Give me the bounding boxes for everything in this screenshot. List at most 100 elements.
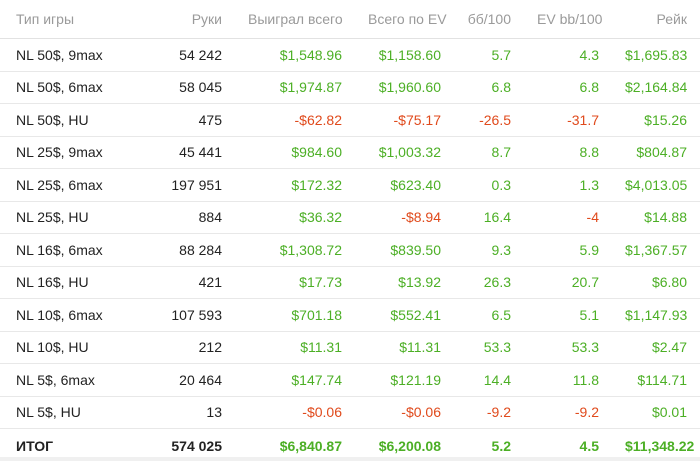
ev-bb100-cell: 11.8 xyxy=(524,364,612,397)
ev-bb100-cell: 4.3 xyxy=(524,39,612,72)
ev-total-cell: -$75.17 xyxy=(355,104,454,137)
bb100-cell: 0.3 xyxy=(454,169,524,202)
ev-total-cell: $1,158.60 xyxy=(355,39,454,72)
hands-cell: 197 951 xyxy=(135,169,235,202)
column-header-game-type[interactable]: Тип игры xyxy=(0,0,135,39)
won-total-cell: $1,974.87 xyxy=(235,71,355,104)
won-total-cell: $147.74 xyxy=(235,364,355,397)
ev-total-cell: $121.19 xyxy=(355,364,454,397)
hands-cell: 58 045 xyxy=(135,71,235,104)
ev-total-cell: -$0.06 xyxy=(355,396,454,429)
won-total-cell: $701.18 xyxy=(235,299,355,332)
ev-bb100-cell: 8.8 xyxy=(524,136,612,169)
game-type-cell: NL 50$, 6max xyxy=(0,71,135,104)
ev-total-cell: $623.40 xyxy=(355,169,454,202)
bb100-cell: 8.7 xyxy=(454,136,524,169)
column-header-ev-bb100[interactable]: EV bb/100 xyxy=(524,0,612,39)
bb100-cell: 26.3 xyxy=(454,266,524,299)
won-total-cell: $172.32 xyxy=(235,169,355,202)
ev-bb100-cell: -9.2 xyxy=(524,396,612,429)
bb100-cell: 16.4 xyxy=(454,201,524,234)
bb100-cell: -26.5 xyxy=(454,104,524,137)
bb100-cell: 53.3 xyxy=(454,331,524,364)
rake-cell: $6.80 xyxy=(612,266,700,299)
rake-cell: $2,164.84 xyxy=(612,71,700,104)
hands-cell: 884 xyxy=(135,201,235,234)
game-type-cell: NL 10$, HU xyxy=(0,331,135,364)
column-header-rake[interactable]: Рейк xyxy=(612,0,700,39)
bottom-divider xyxy=(0,457,700,461)
ev-total-cell: $13.92 xyxy=(355,266,454,299)
game-type-cell: NL 50$, HU xyxy=(0,104,135,137)
hands-cell: 107 593 xyxy=(135,299,235,332)
hands-cell: 475 xyxy=(135,104,235,137)
ev-total-cell: $552.41 xyxy=(355,299,454,332)
game-type-cell: NL 16$, 6max xyxy=(0,234,135,267)
hands-cell: 45 441 xyxy=(135,136,235,169)
won-total-cell: $11.31 xyxy=(235,331,355,364)
rake-cell: $15.26 xyxy=(612,104,700,137)
game-type-cell: NL 25$, 6max xyxy=(0,169,135,202)
won-total-cell: $17.73 xyxy=(235,266,355,299)
bb100-cell: 6.8 xyxy=(454,71,524,104)
bb100-cell: 14.4 xyxy=(454,364,524,397)
game-type-cell: NL 25$, HU xyxy=(0,201,135,234)
ev-bb100-cell: 6.8 xyxy=(524,71,612,104)
bb100-cell: 6.5 xyxy=(454,299,524,332)
rake-cell: $14.88 xyxy=(612,201,700,234)
rake-cell: $1,147.93 xyxy=(612,299,700,332)
ev-total-cell: $11.31 xyxy=(355,331,454,364)
won-total-cell: $1,548.96 xyxy=(235,39,355,72)
table-header-row: Тип игры Руки Выиграл всего Всего по EV … xyxy=(0,0,700,39)
hands-cell: 54 242 xyxy=(135,39,235,72)
game-type-cell: NL 5$, 6max xyxy=(0,364,135,397)
hands-cell: 20 464 xyxy=(135,364,235,397)
won-total-cell: $36.32 xyxy=(235,201,355,234)
rake-cell: $0.01 xyxy=(612,396,700,429)
hands-cell: 13 xyxy=(135,396,235,429)
won-total-cell: -$0.06 xyxy=(235,396,355,429)
game-type-cell: NL 10$, 6max xyxy=(0,299,135,332)
column-header-bb100[interactable]: бб/100 xyxy=(454,0,524,39)
hands-cell: 88 284 xyxy=(135,234,235,267)
game-type-cell: NL 5$, HU xyxy=(0,396,135,429)
ev-total-cell: $839.50 xyxy=(355,234,454,267)
bb100-cell: 9.3 xyxy=(454,234,524,267)
ev-bb100-cell: 53.3 xyxy=(524,331,612,364)
ev-total-cell: $1,960.60 xyxy=(355,71,454,104)
rake-cell: $804.87 xyxy=(612,136,700,169)
rake-cell: $4,013.05 xyxy=(612,169,700,202)
ev-total-cell: -$8.94 xyxy=(355,201,454,234)
ev-bb100-cell: 5.9 xyxy=(524,234,612,267)
ev-bb100-cell: -31.7 xyxy=(524,104,612,137)
rake-cell: $114.71 xyxy=(612,364,700,397)
column-header-hands[interactable]: Руки xyxy=(135,0,235,39)
won-total-cell: $984.60 xyxy=(235,136,355,169)
rake-cell: $2.47 xyxy=(612,331,700,364)
ev-bb100-cell: 5.1 xyxy=(524,299,612,332)
game-type-cell: NL 16$, HU xyxy=(0,266,135,299)
ev-total-cell: $1,003.32 xyxy=(355,136,454,169)
hands-cell: 421 xyxy=(135,266,235,299)
ev-bb100-cell: -4 xyxy=(524,201,612,234)
rake-cell: $1,695.83 xyxy=(612,39,700,72)
bb100-cell: 5.7 xyxy=(454,39,524,72)
game-type-cell: NL 25$, 9max xyxy=(0,136,135,169)
column-header-won-total[interactable]: Выиграл всего xyxy=(235,0,355,39)
column-header-ev-total[interactable]: Всего по EV xyxy=(355,0,454,39)
won-total-cell: -$62.82 xyxy=(235,104,355,137)
